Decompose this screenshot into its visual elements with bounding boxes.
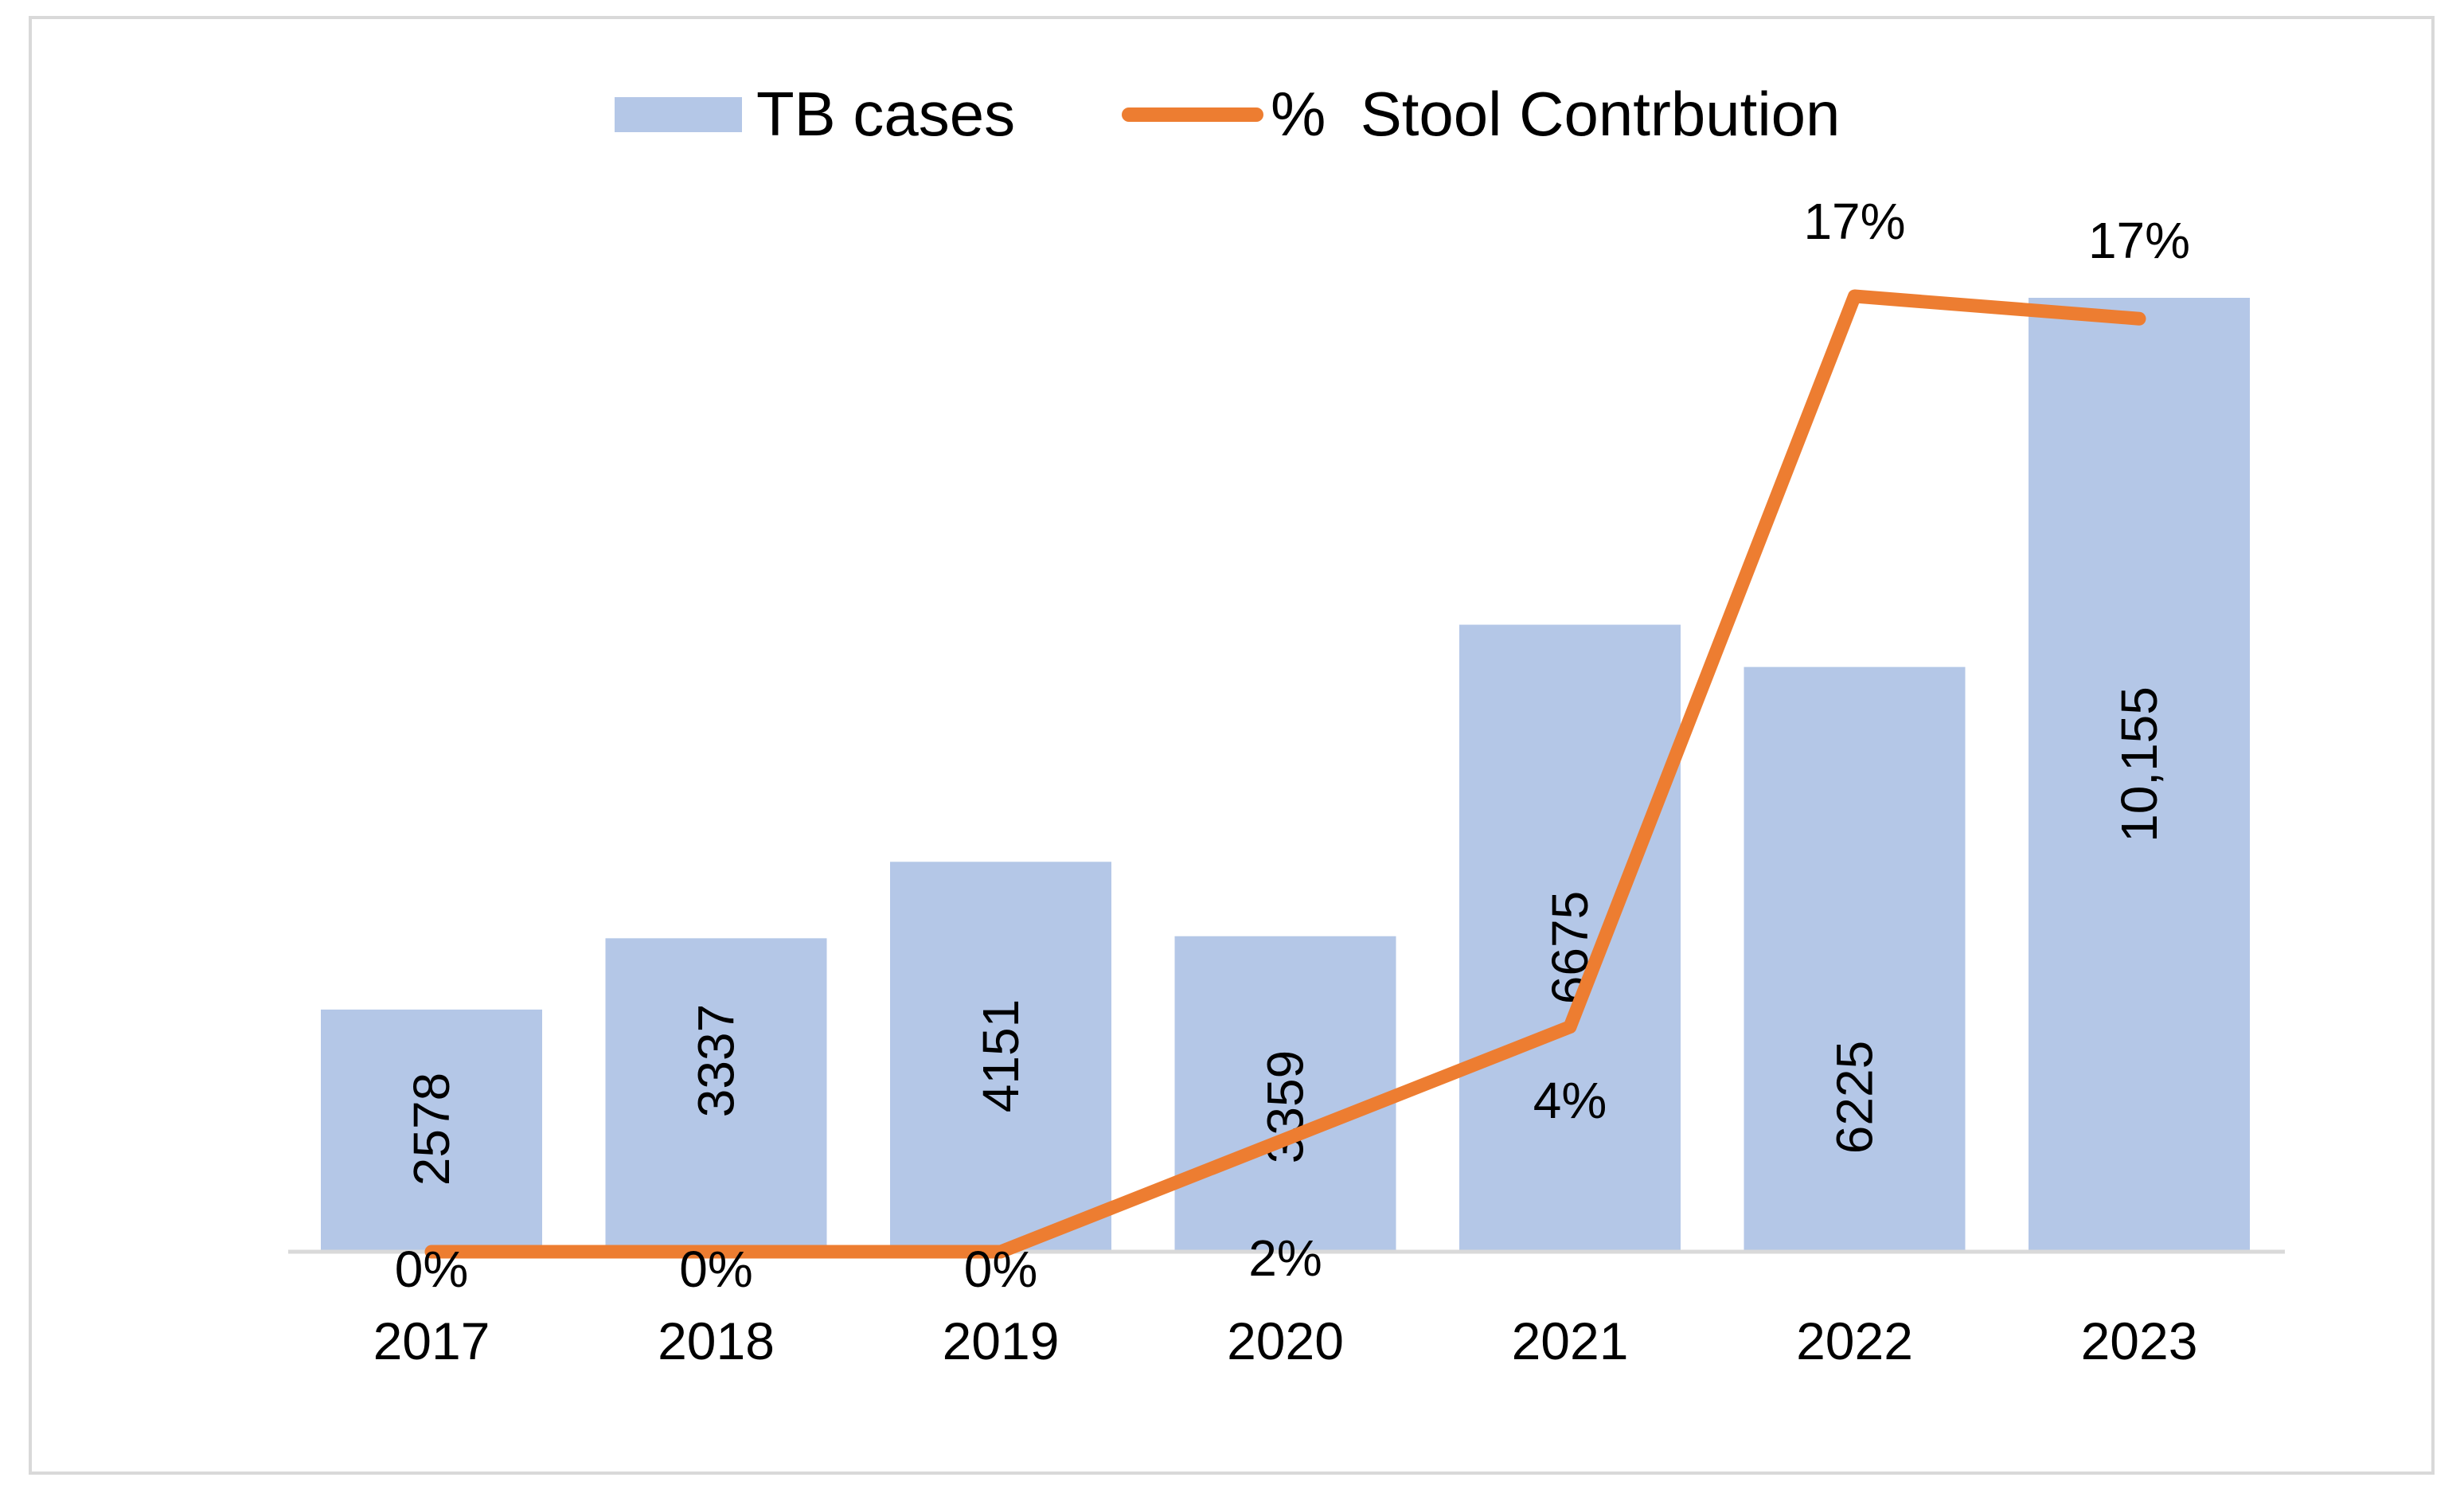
x-tick-2020: 2020 [1227,1311,1344,1370]
pct-label-2022: 17% [1803,193,1905,250]
pct-label-2021: 4% [1533,1072,1607,1129]
bar-series [321,298,2250,1252]
pct-label-2019: 0% [964,1241,1038,1298]
x-tick-2017: 2017 [373,1311,490,1370]
pct-label-2020: 2% [1248,1229,1322,1287]
x-tick-2019: 2019 [943,1311,1060,1370]
bar-value-label-2023: 10,155 [2111,686,2168,842]
stool-contribution-line [424,289,2146,1259]
legend-swatch-tb-cases [615,97,742,132]
bar-2022 [1744,666,1966,1252]
legend-label-tb-cases: TB cases [756,79,1015,149]
x-tick-2022: 2022 [1796,1311,1913,1370]
pct-label-2017: 0% [395,1241,469,1298]
bar-value-label-2017: 2578 [403,1073,460,1186]
bar-2021 [1459,624,1681,1252]
bar-2020 [1174,936,1396,1252]
legend: TB cases % Stool Contrbution [615,79,1840,149]
bar-2019 [890,862,1111,1252]
bar-2018 [605,938,827,1252]
bar-value-label-2019: 4151 [972,999,1029,1112]
line-data-labels: 0% 0% 0% 2% 4% 17% 17% [395,193,2190,1298]
line-series [424,289,2146,1259]
bar-value-label-2022: 6225 [1826,1041,1884,1154]
bar-value-label-2018: 3337 [688,1004,745,1117]
x-axis-tick-labels: 2017 2018 2019 2020 2021 2022 2023 [373,1311,2198,1370]
legend-label-stool-contribution: % Stool Contrbution [1271,79,1840,149]
bar-2017 [321,1009,542,1252]
bar-2023 [2029,298,2250,1252]
pct-label-2018: 0% [679,1241,753,1298]
x-tick-2021: 2021 [1512,1311,1629,1370]
x-tick-2018: 2018 [658,1311,775,1370]
x-tick-2023: 2023 [2081,1311,2198,1370]
pct-label-2023: 17% [2088,212,2190,269]
